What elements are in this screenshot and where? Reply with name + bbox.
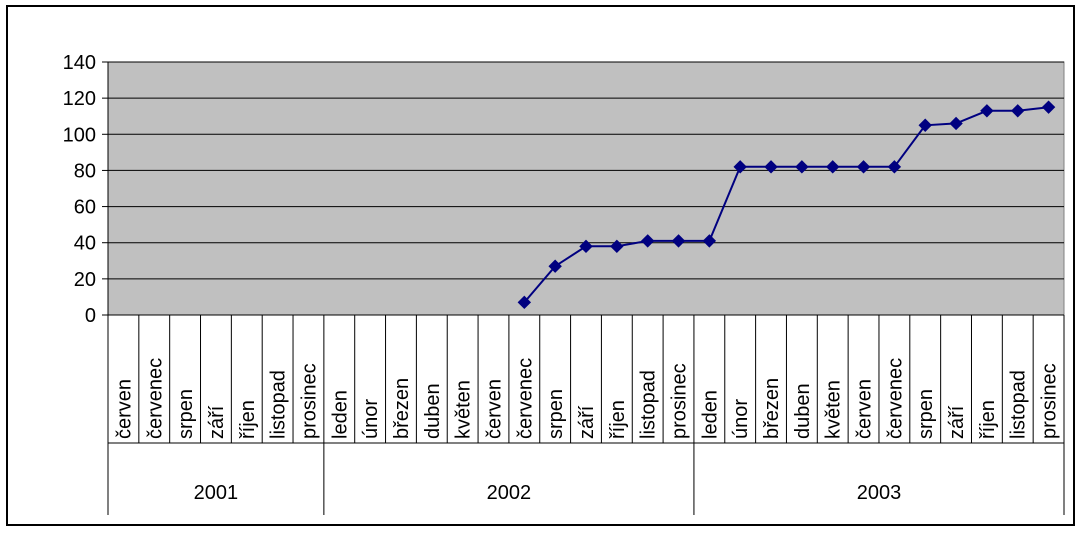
- x-tick-label: listopad: [268, 370, 290, 439]
- x-tick-label: leden: [329, 390, 351, 439]
- x-tick-label: říjen: [607, 400, 629, 439]
- line-chart: 0 20 40 60 80 100 120 140 červen červenec srpen zář…: [63, 52, 1065, 515]
- x-tick-label: červen: [483, 379, 505, 439]
- x-tick-label: říjen: [237, 400, 259, 439]
- x-tick-label: leden: [699, 390, 721, 439]
- x-tick-label: srpen: [915, 389, 937, 439]
- y-tick-label: 80: [74, 160, 96, 182]
- x-tick-label: srpen: [545, 389, 567, 439]
- y-tick-label: 40: [74, 233, 96, 255]
- y-tick-label: 140: [63, 52, 96, 74]
- data-point-marker: [826, 160, 840, 174]
- x-tick-label: únor: [730, 399, 752, 439]
- x-group-label: 2002: [487, 482, 532, 504]
- x-tick-label: září: [576, 405, 598, 439]
- x-group-label: 2001: [194, 482, 239, 504]
- x-tick-label: prosinec: [298, 363, 320, 439]
- data-point-marker: [795, 160, 809, 174]
- y-tick-label: 60: [74, 197, 96, 219]
- data-point-marker: [548, 259, 562, 273]
- y-tick-label: 20: [74, 269, 96, 291]
- chart-area: 0 20 40 60 80 100 120 140 červen červenec srpen zář…: [6, 5, 1075, 526]
- x-tick-label: duben: [422, 383, 444, 439]
- data-point-marker: [671, 234, 686, 248]
- data-point-marker: [640, 234, 655, 248]
- x-tick-label: srpen: [175, 389, 197, 439]
- data-point-marker: [610, 239, 624, 254]
- data-point-marker: [887, 160, 902, 174]
- x-tick-label: listopad: [638, 370, 660, 439]
- x-tick-label: září: [206, 405, 228, 439]
- x-tick-label: březen: [761, 378, 783, 439]
- plot-area: [107, 61, 1065, 316]
- x-tick-label: květen: [453, 380, 475, 439]
- x-tick-label: červen: [854, 379, 876, 439]
- x-tick-label: červenec: [514, 358, 536, 439]
- y-tick-label: 0: [85, 305, 96, 327]
- data-point-marker: [733, 160, 747, 174]
- x-tick-label: prosinec: [1039, 363, 1061, 439]
- data-point-marker: [949, 116, 963, 131]
- data-point-marker: [1011, 104, 1025, 118]
- x-tick-label: červenec: [884, 358, 906, 439]
- data-point-marker: [1041, 100, 1056, 114]
- y-tick-label: 120: [63, 88, 96, 110]
- data-point-marker: [517, 295, 532, 310]
- data-point-marker: [856, 160, 871, 174]
- x-tick-label: červen: [113, 379, 135, 439]
- x-tick-label: září: [946, 405, 968, 439]
- data-point-marker: [918, 118, 932, 132]
- data-point-marker: [579, 239, 593, 254]
- data-point-marker: [764, 160, 778, 174]
- x-tick-label: listopad: [1008, 370, 1030, 439]
- x-tick-label: březen: [391, 378, 413, 439]
- data-point-marker: [980, 104, 994, 118]
- x-tick-label: říjen: [977, 400, 999, 439]
- x-tick-label: prosinec: [669, 363, 691, 439]
- x-tick-label: duben: [792, 383, 814, 439]
- x-tick-label: únor: [360, 399, 382, 439]
- x-group-label: 2003: [857, 482, 902, 504]
- x-tick-label: červenec: [144, 358, 166, 439]
- data-point-marker: [702, 234, 717, 248]
- x-tick-label: květen: [823, 380, 845, 439]
- y-tick-label: 100: [63, 124, 96, 146]
